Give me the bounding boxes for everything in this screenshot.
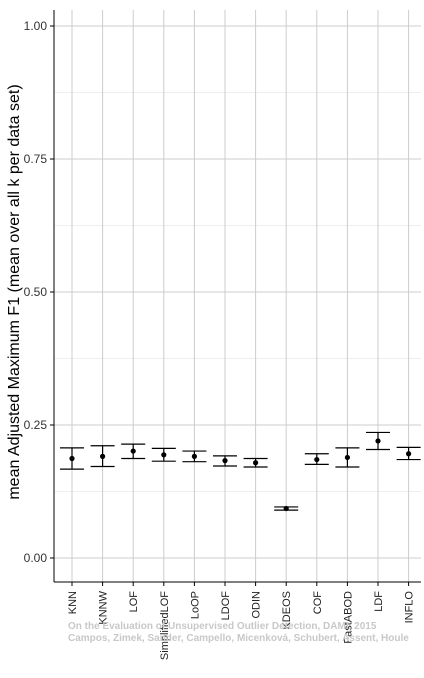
y-tick-label: 0.25: [24, 418, 48, 432]
y-tick-label: 1.00: [24, 19, 48, 33]
x-tick-label: KNNW: [98, 590, 110, 624]
y-tick-label: 0.75: [24, 152, 48, 166]
mean-point: [100, 453, 106, 459]
x-tick-label: LOF: [128, 591, 140, 613]
x-tick-label: COF: [312, 591, 324, 615]
mean-point: [344, 454, 350, 461]
x-tick-label: KNN: [67, 591, 79, 614]
axis-layer: 0.00 0.25 0.50 0.75 1.00 KNN KNNW LOF Simplified…: [24, 10, 421, 660]
grid-layer: [54, 10, 421, 582]
marks-layer: [60, 431, 421, 512]
x-tick-label: LoOP: [189, 591, 201, 619]
mean-point: [69, 455, 75, 462]
plot-background: [54, 10, 421, 582]
mean-point: [161, 452, 167, 458]
y-axis-title: mean Adjusted Maximum F1 (mean over all …: [6, 84, 23, 499]
x-tick-label: INFLO: [404, 591, 416, 624]
mean-point: [375, 438, 381, 444]
x-tick-label: SimplifiedLOF: [159, 591, 171, 660]
x-tick-label: LDOF: [220, 591, 232, 621]
mean-point: [222, 458, 228, 464]
mean-point: [283, 505, 289, 512]
mean-point: [314, 456, 320, 463]
x-tick-label: ODIN: [251, 591, 263, 619]
watermark: On the Evaluation of Unsupervised Outlie…: [68, 621, 409, 644]
mean-point: [191, 453, 197, 459]
watermark-line-1: On the Evaluation of Unsupervised Outlie…: [68, 621, 377, 632]
y-tick-label: 0.50: [24, 285, 48, 299]
watermark-line-2: Campos, Zimek, Sander, Campello, Micenko…: [68, 633, 409, 644]
y-tick-label: 0.00: [24, 551, 48, 565]
mean-point: [406, 451, 412, 457]
x-tick-label: LDF: [373, 591, 385, 612]
x-tick-label: FastABOD: [342, 591, 354, 644]
mean-point: [130, 448, 136, 454]
x-tick-label: KDEOS: [281, 591, 293, 630]
mean-point: [253, 460, 259, 466]
